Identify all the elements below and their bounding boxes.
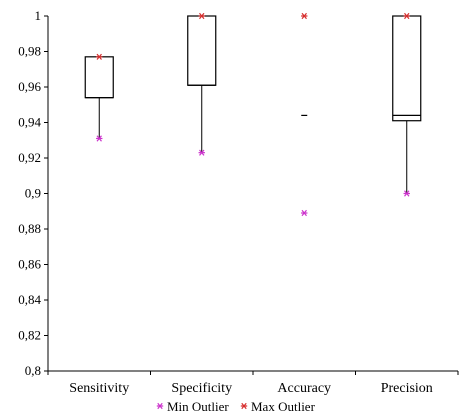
max-outlier-marker: [198, 12, 205, 20]
min-outlier-marker-stroke: [301, 209, 307, 217]
y-tick-label: 0,88: [18, 221, 41, 236]
max-outlier-marker-stroke: [199, 12, 205, 20]
max-outlier-marker: [301, 12, 308, 20]
legend: Min Outlier Max Outlier: [156, 399, 316, 414]
y-tick-label: 0,8: [25, 363, 41, 378]
y-tick-label: 0,82: [18, 328, 41, 343]
x-axis-labels: Sensitivity Specificity Accuracy Precision: [69, 381, 433, 396]
box-precision: [392, 12, 422, 197]
min-outlier-marker: [403, 190, 410, 197]
x-tick-label: Accuracy: [277, 381, 331, 396]
min-outlier-marker-stroke: [96, 135, 102, 142]
min-outlier-marker: [198, 149, 205, 156]
iqr-box: [392, 15, 422, 122]
iqr-box: [84, 56, 114, 99]
box-specificity: [187, 12, 217, 156]
box-accuracy: [301, 12, 308, 217]
max-outlier-marker: [96, 53, 103, 60]
max-outlier-marker: [403, 12, 410, 20]
min-outlier-marker: [96, 135, 103, 142]
iqr-box: [187, 15, 217, 86]
y-tick-label: 0,92: [18, 150, 41, 165]
box-series: [84, 12, 422, 217]
max-outlier-marker-stroke: [404, 12, 410, 20]
legend-min-outlier-icon-stroke: [157, 402, 163, 410]
min-outlier-marker: [301, 209, 308, 217]
y-tick-label: 0,86: [18, 257, 41, 272]
x-tick-label: Sensitivity: [69, 381, 129, 396]
box-sensitivity: [84, 53, 114, 142]
y-tick-label: 0,96: [18, 79, 41, 94]
y-tick-label: 0,94: [18, 115, 41, 130]
legend-max-outlier-label: Max Outlier: [251, 399, 316, 414]
y-tick-label: 1: [35, 8, 42, 23]
x-tick-label: Specificity: [171, 381, 232, 396]
legend-max-outlier-icon-stroke: [241, 402, 247, 410]
min-outlier-marker-stroke: [404, 190, 410, 197]
legend-min-outlier-icon: [156, 402, 164, 410]
x-tick-label: Precision: [381, 381, 433, 396]
min-outlier-marker-stroke: [199, 149, 205, 156]
y-tick-label: 0,98: [18, 44, 41, 59]
y-tick-label: 0,84: [18, 292, 41, 307]
max-outlier-marker-stroke: [96, 53, 102, 60]
legend-min-outlier-label: Min Outlier: [167, 399, 229, 414]
y-axis-ticks: 0,8 0,82 0,84 0,86 0,88 0,9 0,92 0,94 0,96 0,98 1: [18, 8, 48, 378]
axes: [47, 16, 459, 375]
y-tick-label: 0,9: [25, 186, 41, 201]
max-outlier-marker-stroke: [301, 12, 307, 20]
legend-max-outlier-icon: [240, 402, 248, 410]
